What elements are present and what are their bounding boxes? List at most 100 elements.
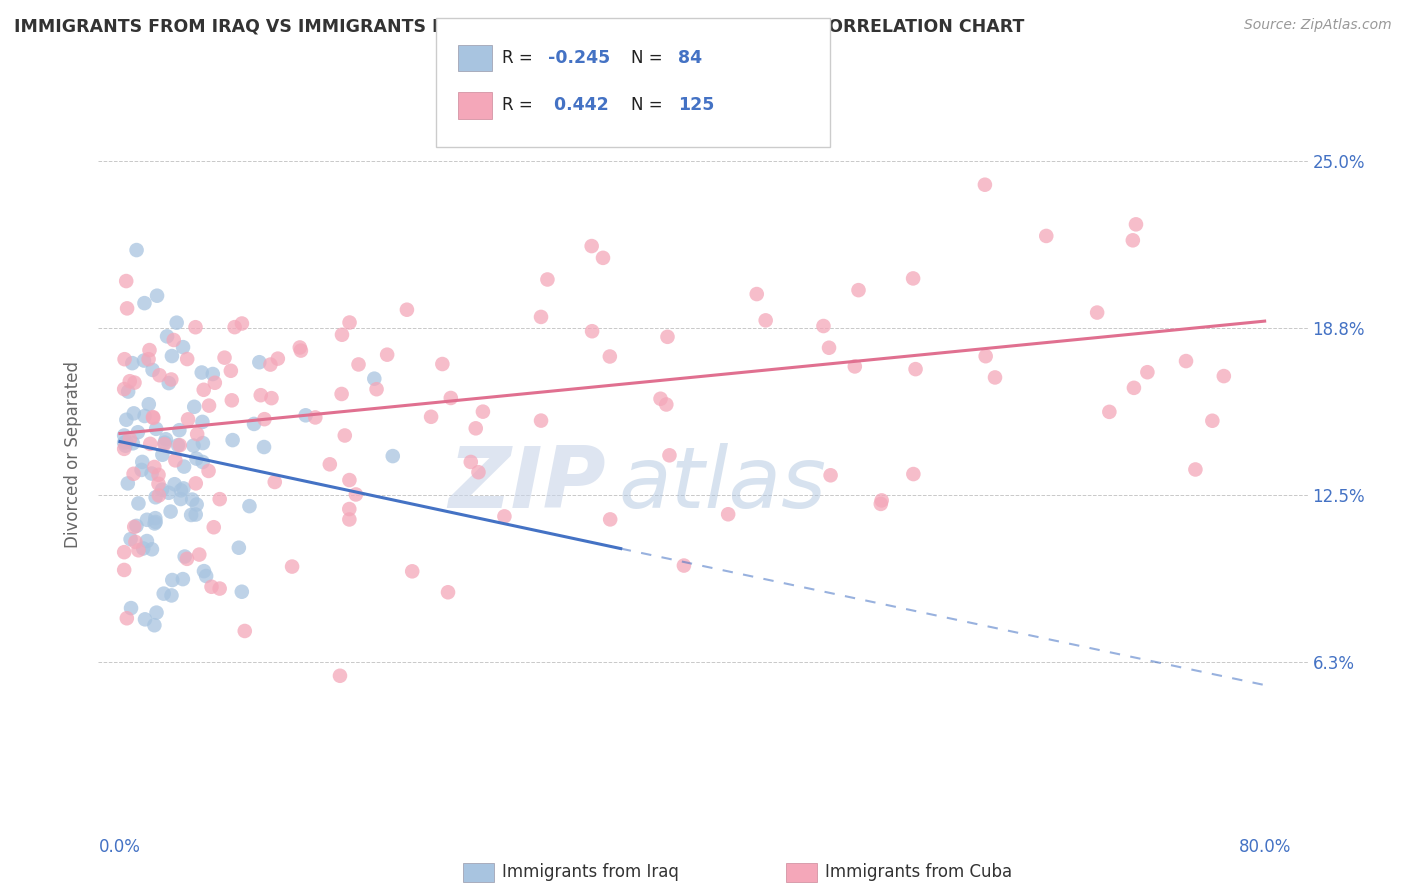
Point bbox=[163, 333, 186, 347]
Point bbox=[363, 372, 385, 386]
Point bbox=[153, 437, 176, 451]
Point bbox=[657, 330, 679, 344]
Point bbox=[163, 477, 186, 491]
Point bbox=[432, 357, 454, 371]
Point bbox=[180, 508, 202, 522]
Point bbox=[221, 393, 243, 408]
Point bbox=[193, 383, 215, 397]
Point bbox=[173, 459, 195, 474]
Text: R =: R = bbox=[502, 96, 533, 114]
Point bbox=[437, 585, 460, 599]
Point bbox=[127, 496, 149, 510]
Point bbox=[755, 313, 778, 327]
Point bbox=[592, 251, 614, 265]
Point bbox=[901, 271, 924, 285]
Point bbox=[176, 552, 198, 566]
Point bbox=[191, 415, 214, 429]
Point bbox=[344, 487, 367, 501]
Point bbox=[115, 434, 138, 449]
Point bbox=[115, 301, 138, 316]
Point bbox=[717, 508, 740, 522]
Point bbox=[231, 584, 253, 599]
Point bbox=[198, 399, 221, 413]
Point bbox=[134, 409, 156, 423]
Point bbox=[127, 543, 149, 558]
Text: 125: 125 bbox=[678, 96, 714, 114]
Point bbox=[202, 520, 225, 534]
Point bbox=[173, 549, 195, 564]
Text: 84: 84 bbox=[678, 49, 702, 67]
Point bbox=[200, 580, 222, 594]
Text: -0.245: -0.245 bbox=[548, 49, 610, 67]
Point bbox=[650, 392, 672, 406]
Point bbox=[122, 406, 145, 420]
Point bbox=[117, 384, 139, 399]
Point bbox=[281, 559, 304, 574]
Point bbox=[581, 239, 603, 253]
Text: 0.442: 0.442 bbox=[548, 96, 609, 114]
Point bbox=[114, 439, 136, 453]
Point bbox=[249, 388, 271, 402]
Point bbox=[1201, 414, 1223, 428]
Point bbox=[120, 601, 142, 615]
Point bbox=[141, 467, 163, 481]
Point bbox=[984, 370, 1007, 384]
Point bbox=[166, 316, 188, 330]
Point bbox=[599, 512, 621, 526]
Point bbox=[339, 316, 361, 330]
Point bbox=[145, 606, 167, 620]
Point bbox=[460, 455, 482, 469]
Point bbox=[142, 410, 165, 425]
Point bbox=[228, 541, 250, 555]
Point bbox=[160, 589, 183, 603]
Point bbox=[132, 541, 155, 556]
Point bbox=[181, 492, 204, 507]
Point bbox=[148, 488, 170, 502]
Point bbox=[1122, 233, 1144, 247]
Point bbox=[172, 572, 194, 586]
Point bbox=[1175, 354, 1198, 368]
Point bbox=[186, 498, 208, 512]
Text: Immigrants from Cuba: Immigrants from Cuba bbox=[825, 863, 1012, 881]
Point bbox=[188, 548, 211, 562]
Point bbox=[125, 519, 148, 533]
Point bbox=[169, 438, 191, 452]
Point bbox=[134, 612, 156, 626]
Point bbox=[142, 410, 165, 425]
Point bbox=[143, 460, 166, 475]
Point bbox=[169, 423, 191, 437]
Point bbox=[184, 508, 207, 522]
Point bbox=[146, 289, 169, 303]
Point bbox=[263, 475, 285, 489]
Point bbox=[204, 376, 226, 390]
Point bbox=[141, 542, 163, 557]
Point bbox=[339, 473, 361, 487]
Point bbox=[530, 414, 553, 428]
Point bbox=[253, 412, 276, 426]
Point bbox=[127, 425, 149, 440]
Point bbox=[143, 618, 166, 632]
Point bbox=[138, 343, 160, 357]
Point bbox=[329, 669, 352, 683]
Text: Immigrants from Iraq: Immigrants from Iraq bbox=[502, 863, 679, 881]
Point bbox=[122, 467, 145, 481]
Point bbox=[904, 362, 927, 376]
Y-axis label: Divorced or Separated: Divorced or Separated bbox=[65, 361, 83, 549]
Point bbox=[191, 436, 214, 450]
Point bbox=[132, 353, 155, 368]
Point bbox=[177, 412, 200, 426]
Point bbox=[167, 438, 190, 452]
Point bbox=[333, 428, 356, 442]
Point bbox=[288, 341, 311, 355]
Point bbox=[148, 368, 170, 383]
Point bbox=[581, 324, 603, 338]
Point bbox=[138, 397, 160, 411]
Point bbox=[142, 363, 165, 377]
Point bbox=[135, 534, 157, 549]
Point bbox=[381, 449, 404, 463]
Point bbox=[375, 348, 398, 362]
Point bbox=[131, 463, 153, 477]
Point bbox=[172, 482, 194, 496]
Point bbox=[165, 453, 187, 467]
Point bbox=[118, 432, 141, 446]
